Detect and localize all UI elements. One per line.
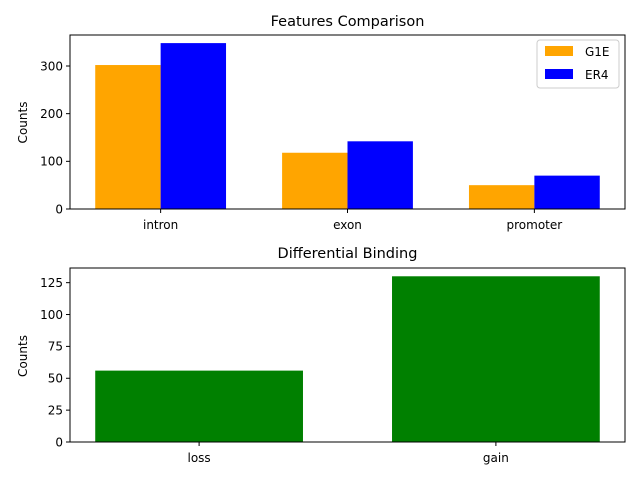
- chart1-title: Features Comparison: [271, 14, 425, 30]
- bar-intron-er4: [160, 43, 227, 209]
- chart2-y-ticks: 0 25 50 75 100 125: [40, 276, 70, 449]
- bar-exon-er4: [347, 141, 413, 209]
- features-comparison-chart: Features Comparison Counts 0 100 200 300 in…: [16, 14, 626, 232]
- chart1-bars: [95, 43, 600, 210]
- legend-label-g1e: G1E: [585, 45, 610, 59]
- y-tick-label: 0: [55, 435, 63, 449]
- bar-gain: [392, 276, 600, 442]
- differential-binding-chart: Differential Binding Counts 0 25 50 75 100 12…: [16, 246, 626, 465]
- x-tick-label-promoter: promoter: [507, 218, 563, 232]
- y-tick-label: 0: [55, 202, 63, 216]
- y-tick-label: 200: [40, 107, 63, 121]
- chart1-frame: [69, 34, 626, 210]
- legend-swatch-er4: [545, 69, 573, 79]
- x-tick-label-intron: intron: [143, 218, 178, 232]
- chart1-y-ticks: 0 100 200 300: [40, 59, 70, 216]
- chart2-bars: [95, 276, 600, 442]
- bar-loss: [95, 370, 303, 442]
- chart2-x-ticks: loss gain: [188, 442, 509, 465]
- legend-swatch-g1e: [545, 46, 573, 56]
- x-tick-label-gain: gain: [483, 451, 509, 465]
- y-tick-label: 50: [48, 372, 63, 386]
- bar-promoter-g1e: [468, 185, 535, 209]
- bar-promoter-er4: [534, 175, 600, 209]
- bar-exon-g1e: [282, 152, 348, 209]
- legend-label-er4: ER4: [585, 68, 609, 82]
- chart1-ylabel: Counts: [16, 102, 30, 144]
- y-tick-label: 25: [48, 403, 63, 417]
- y-tick-label: 300: [40, 59, 63, 73]
- chart2-title: Differential Binding: [278, 246, 418, 262]
- chart2-ylabel: Counts: [16, 335, 30, 377]
- x-tick-label-exon: exon: [333, 218, 362, 232]
- y-tick-label: 125: [40, 276, 63, 290]
- x-tick-label-loss: loss: [188, 451, 211, 465]
- bar-intron-g1e: [95, 65, 161, 210]
- y-tick-label: 75: [48, 340, 63, 354]
- chart2-frame: [69, 267, 626, 443]
- chart1-x-ticks: intron exon promoter: [143, 209, 562, 232]
- y-tick-label: 100: [40, 308, 63, 322]
- y-tick-label: 100: [40, 155, 63, 169]
- chart1-legend: G1E ER4: [536, 39, 620, 89]
